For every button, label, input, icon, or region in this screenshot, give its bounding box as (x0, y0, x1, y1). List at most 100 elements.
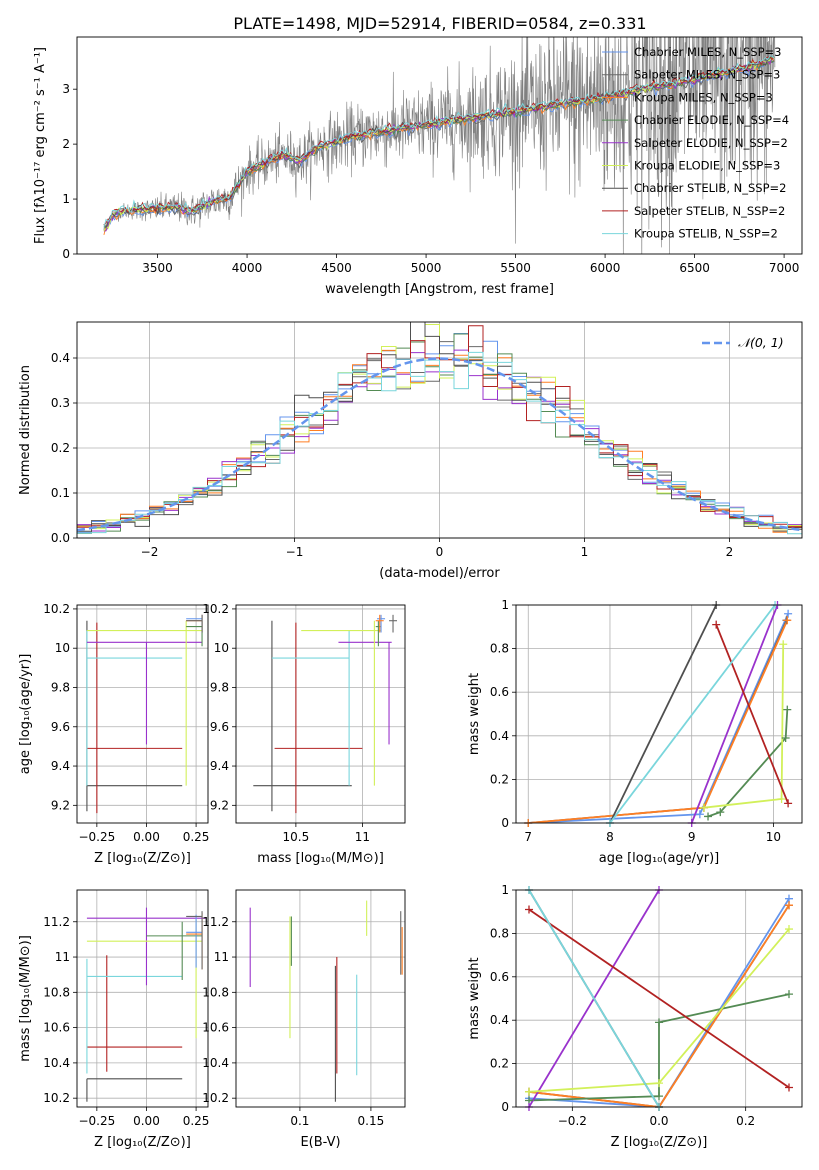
mass_ebv-ytick-label-4: 11 (214, 950, 229, 964)
weight_Z-ytick-label-2: 0.4 (490, 1013, 509, 1027)
weight_Z-xtick-label-1: 0.0 (649, 1114, 668, 1128)
spectrum-xtick-label-4: 5500 (500, 261, 531, 275)
plot-layer: 3500 4000 4500 5000 5500 6000 6500 70000123wave… (18, 36, 803, 1150)
mass_Z-xlabel: Z [log₁₀(Z/Z⊙)] (94, 1135, 191, 1150)
spectrum-xtick-label-7: 7000 (769, 261, 800, 275)
weight_age-ylabel: mass weight (467, 673, 482, 755)
spectrum-xtick-label-1: 4000 (232, 261, 263, 275)
spectrum-xtick-label-5: 6000 (590, 261, 621, 275)
gaussian-curve (77, 357, 802, 532)
spectrum-xlabel: wavelength [Angstrom, rest frame] (325, 282, 554, 297)
model-line-kr_stelib (103, 55, 775, 228)
age_Z-ytick-label-0: 9.2 (51, 798, 70, 812)
weight_age-marker-ch_miles-1 (695, 810, 704, 819)
residuals-xlabel: (data-model)/error (379, 566, 500, 581)
age_Z-frame (76, 604, 209, 824)
residual-hist-ch_stelib (77, 322, 802, 532)
weight_age-ytick-label-1: 0.2 (490, 772, 509, 786)
age_Z-xlabel: Z [log₁₀(Z/Z⊙)] (94, 851, 191, 866)
weight_Z-frame (515, 889, 803, 1108)
weight_Z-ytick-label-4: 0.8 (490, 926, 509, 940)
mass_Z-ytick-label-0: 10.2 (43, 1091, 70, 1105)
mass_Z-xtick-label-1: 0.00 (133, 1114, 160, 1128)
spectrum-ytick-label-1: 1 (62, 192, 70, 206)
weight_age-ytick-label-4: 0.8 (490, 642, 509, 656)
legend-label-5: Kroupa ELODIE, N_SSP=3 (634, 159, 780, 173)
legend-label-4: Salpeter ELODIE, N_SSP=2 (634, 136, 788, 150)
observed-spectrum-line (103, 37, 776, 254)
residuals-xtick-label-1: −1 (286, 545, 304, 559)
residuals-xtick-label-2: 0 (436, 545, 444, 559)
residuals-xtick-label-4: 2 (726, 545, 734, 559)
weight_age-series-sa_stelib (715, 624, 789, 804)
weight_Z-marker-ch_elodie-3 (785, 990, 793, 999)
age_Z-xtick-label-0: −0.25 (78, 830, 115, 844)
weight_age-plot-area (528, 605, 789, 823)
mass_ebv-ytick-label-5: 11.2 (202, 915, 229, 929)
weight_age-marker-kr_elodie-1 (777, 795, 786, 804)
weight_Z-series-ch_elodie (528, 993, 790, 1102)
weight_age-ytick-label-3: 0.6 (490, 685, 509, 699)
weight_age-xtick-label-3: 10 (766, 830, 781, 844)
mass_ebv-plot-area (249, 900, 403, 1102)
weight_age-series-kr_stelib (609, 605, 776, 823)
residuals-ytick-label-1: 0.1 (51, 486, 70, 500)
residuals-ytick-label-3: 0.3 (51, 396, 70, 410)
residual-hist-kr_stelib (77, 351, 802, 535)
weight_age-marker-ch_elodie-2 (781, 733, 790, 742)
age_Z-ytick-label-5: 10.2 (43, 602, 70, 616)
residuals-plot-area (77, 322, 802, 535)
weight_age-frame (515, 604, 803, 824)
spectrum-plot-area (103, 37, 776, 254)
model-line-kr_elodie (103, 56, 775, 232)
weight_Z-marker-kr_elodie-1 (655, 1079, 663, 1088)
weight_Z-ytick-label-5: 1 (501, 883, 509, 897)
age_mass-xtick-label-0: 10.5 (283, 830, 310, 844)
mass_Z-ytick-label-2: 10.6 (43, 1021, 70, 1035)
weight_age-marker-sa_stelib-0 (712, 620, 721, 629)
mass_Z-frame (76, 889, 209, 1108)
age_Z-ylabel: age [log₁₀(age/yr)] (18, 654, 33, 775)
weight_age-marker-sa_stelib-1 (784, 799, 793, 808)
weight_Z-marker-sa_stelib-0 (525, 905, 533, 914)
mass_Z-ylabel: mass [log₁₀(M/M⊙)] (18, 935, 33, 1062)
weight_age-marker-kr_miles-2 (783, 616, 792, 625)
spectrum-ytick-label-3: 3 (62, 82, 70, 96)
weight_age-ytick-label-2: 0.4 (490, 729, 509, 743)
legend-label-7: Salpeter STELIB, N_SSP=2 (634, 204, 785, 218)
mass_Z-ytick-label-5: 11.2 (43, 915, 70, 929)
age_mass-axes: 10.5 11 9.2 9.4 9.6 9.8 10 10.2 mass [log₁₀(M/M⊙… (202, 602, 405, 866)
weight_Z-marker-sa_stelib-1 (785, 1083, 793, 1092)
mass_ebv-ytick-label-1: 10.4 (202, 1056, 229, 1070)
weight_Z-ylabel: mass weight (467, 957, 482, 1039)
mass_Z-ytick-label-1: 10.4 (43, 1056, 70, 1070)
weight_Z-series-ch_miles (528, 898, 790, 1107)
mass_ebv-frame (235, 889, 406, 1108)
age_mass-ytick-label-4: 10 (214, 641, 229, 655)
mass_ebv-ytick-label-3: 10.8 (202, 985, 229, 999)
weight_age-marker-ch_elodie-1 (716, 808, 725, 817)
weight_age-series-sa_miles (528, 619, 788, 823)
weight_Z-marker-ch_elodie-2 (655, 1018, 663, 1027)
age_Z-ytick-label-3: 9.8 (51, 680, 70, 694)
weight_Z-series-kr_miles (528, 904, 790, 1107)
mass_Z-ytick-label-3: 10.8 (43, 985, 70, 999)
age_mass-xtick-label-1: 11 (355, 830, 370, 844)
weight_age-series-sa_elodie (690, 605, 779, 823)
age_mass-ytick-label-2: 9.6 (210, 720, 229, 734)
weight_age-marker-kr_elodie-0 (699, 803, 708, 812)
legend-label-8: Kroupa STELIB, N_SSP=2 (634, 227, 778, 241)
weight_Z-ytick-label-0: 0 (501, 1100, 509, 1114)
age_mass-frame (235, 604, 406, 824)
mass_ebv-ytick-label-2: 10.6 (202, 1021, 229, 1035)
spectrum-ytick-label-2: 2 (62, 137, 70, 151)
residuals-xtick-label-3: 1 (581, 545, 589, 559)
figure-title: PLATE=1498, MJD=52914, FIBERID=0584, z=0… (233, 14, 646, 33)
spectrum-xtick-label-0: 3500 (142, 261, 173, 275)
mass_ebv-xtick-label-1: 0.15 (358, 1114, 385, 1128)
legend-label-6: Chabrier STELIB, N_SSP=2 (634, 181, 786, 195)
weight_age-axes: 7 8 9 10 0 0.2 0.4 0.6 0.8 1 age [log₁₀(age/yr)] ma… (467, 598, 802, 866)
weight_Z-series-sa_stelib (528, 908, 790, 1089)
age_mass-ytick-label-3: 9.8 (210, 680, 229, 694)
weight_Z-marker-kr_miles-2 (785, 901, 793, 910)
